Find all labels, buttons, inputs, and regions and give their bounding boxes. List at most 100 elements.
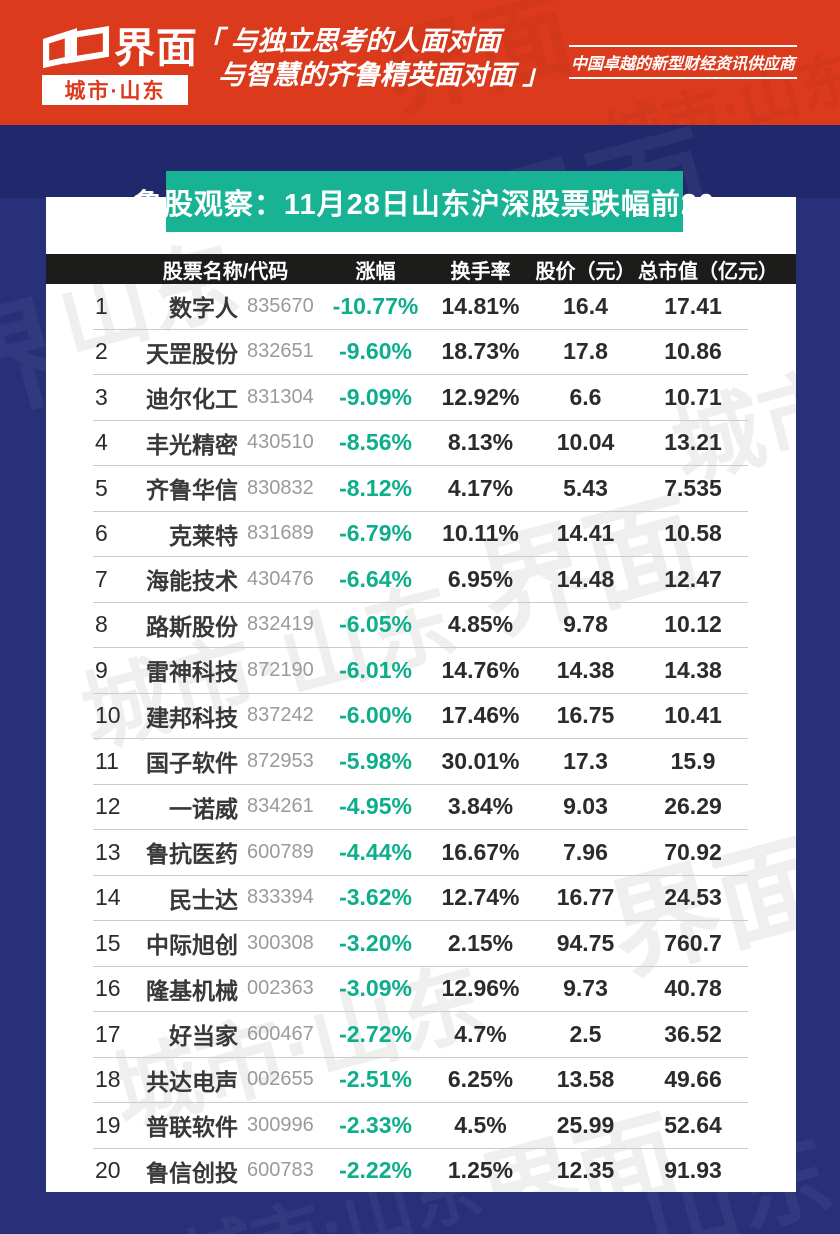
cell-change: -9.09%: [339, 383, 412, 410]
cell-code: 832651: [247, 340, 314, 363]
cell-code: 835670: [247, 294, 314, 317]
cell-rank: 13: [95, 838, 121, 865]
cell-change: -4.44%: [339, 838, 412, 865]
cell-mcap: 13.21: [664, 429, 722, 456]
table-row: 20 鲁信创投 600783 -2.22% 1.25% 12.35 91.93: [93, 1149, 748, 1193]
table-row: 8 路斯股份 832419 -6.05% 4.85% 9.78 10.12: [93, 603, 748, 648]
company-slogan: 中国卓越的新型财经资讯供应商: [568, 45, 797, 79]
cell-price: 9.03: [563, 793, 608, 820]
table-row: 9 雷神科技 872190 -6.01% 14.76% 14.38 14.38: [93, 648, 748, 694]
table-row: 15 中际旭创 300308 -3.20% 2.15% 94.75 760.7: [93, 921, 748, 967]
table-row: 3 迪尔化工 831304 -9.09% 12.92% 6.6 10.71: [93, 375, 748, 421]
table-row: 16 隆基机械 002363 -3.09% 12.96% 9.73 40.78: [93, 967, 748, 1012]
cell-mcap: 49.66: [664, 1066, 722, 1093]
col-header-price: 股价（元）: [535, 260, 636, 283]
cell-mcap: 40.78: [664, 975, 722, 1002]
cell-name: 路斯股份: [146, 613, 238, 640]
cell-turnover: 3.84%: [447, 793, 514, 820]
cell-code: 600467: [247, 1022, 314, 1045]
cell-mcap: 14.38: [664, 656, 722, 683]
cell-change: -4.95%: [339, 793, 412, 820]
table-row: 4 丰光精密 430510 -8.56% 8.13% 10.04 13.21: [93, 421, 748, 466]
cell-mcap: 91.93: [664, 1157, 722, 1184]
cell-rank: 9: [95, 656, 108, 683]
cell-code: 430510: [247, 431, 314, 454]
cell-price: 13.58: [556, 1066, 615, 1093]
cell-price: 6.6: [569, 383, 602, 410]
cell-price: 16.77: [556, 884, 615, 911]
cell-code: 300308: [247, 931, 314, 954]
cell-rank: 17: [95, 1020, 121, 1047]
cell-price: 94.75: [556, 929, 615, 956]
table-row: 17 好当家 600467 -2.72% 4.7% 2.5 36.52: [93, 1012, 748, 1058]
cell-rank: 6: [95, 520, 108, 547]
cell-rank: 8: [95, 611, 108, 638]
cell-price: 17.3: [563, 747, 608, 774]
cell-price: 14.38: [556, 656, 615, 683]
cell-change: -6.01%: [339, 656, 412, 683]
cell-mcap: 10.12: [664, 611, 722, 638]
cell-name: 民士达: [169, 886, 238, 913]
cell-change: -9.60%: [339, 338, 412, 365]
cell-change: -3.09%: [339, 975, 412, 1002]
jiemian-logo: 界面: [42, 26, 198, 70]
table-row: 14 民士达 833394 -3.62% 12.74% 16.77 24.53: [93, 876, 748, 921]
cell-price: 9.73: [563, 975, 608, 1002]
cell-name: 数字人: [169, 295, 238, 322]
cell-change: -2.72%: [339, 1020, 412, 1047]
cell-turnover: 12.96%: [441, 975, 520, 1002]
col-header-name-code: 股票名称/代码: [162, 260, 289, 283]
brand-header: 界面 城市·山东 界面 城市·山东 「 与独立思考的人面对面 与智慧的齐鲁精英面…: [0, 0, 840, 125]
cell-code: 831304: [247, 385, 314, 408]
cell-name: 丰光精密: [146, 431, 238, 458]
brand-name: 界面: [114, 25, 198, 71]
table-row: 5 齐鲁华信 830832 -8.12% 4.17% 5.43 7.535: [93, 466, 748, 512]
cell-price: 16.4: [563, 292, 608, 319]
cell-rank: 2: [95, 338, 108, 365]
cell-change: -5.98%: [339, 747, 412, 774]
tagline-line2: 与智慧的齐鲁精英面对面 」: [218, 60, 550, 90]
cell-turnover: 12.74%: [441, 884, 520, 911]
cell-mcap: 10.41: [664, 702, 722, 729]
table-row: 18 共达电声 002655 -2.51% 6.25% 13.58 49.66: [93, 1058, 748, 1103]
cell-mcap: 10.86: [664, 338, 722, 365]
cell-change: -6.05%: [339, 611, 412, 638]
cell-turnover: 4.5%: [454, 1111, 507, 1138]
cell-turnover: 4.7%: [454, 1020, 507, 1047]
cell-turnover: 16.67%: [441, 838, 520, 865]
cell-change: -2.33%: [339, 1111, 412, 1138]
cell-price: 25.99: [556, 1111, 615, 1138]
table-row: 19 普联软件 300996 -2.33% 4.5% 25.99 52.64: [93, 1103, 748, 1149]
cell-mcap: 12.47: [664, 565, 722, 592]
cell-code: 832419: [247, 613, 314, 636]
table-body: 1 数字人 835670 -10.77% 14.81% 16.4 17.41 2 天罡股份 832…: [46, 284, 796, 1192]
table-header: 股票名称/代码 涨幅 换手率 股价（元） 总市值（亿元）: [46, 254, 796, 284]
col-header-mcap: 总市值（亿元）: [638, 260, 778, 283]
cell-change: -6.64%: [339, 565, 412, 592]
cell-code: 600789: [247, 840, 314, 863]
cell-code: 872190: [247, 658, 314, 681]
cell-name: 一诺威: [169, 795, 238, 822]
cell-name: 天罡股份: [146, 340, 238, 367]
cell-code: 430476: [247, 567, 314, 590]
cell-turnover: 4.85%: [447, 611, 514, 638]
cell-change: -8.56%: [339, 429, 412, 456]
cell-change: -3.20%: [339, 929, 412, 956]
table-row: 11 国子软件 872953 -5.98% 30.01% 17.3 15.9: [93, 739, 748, 785]
cell-rank: 1: [95, 292, 108, 319]
brand-sub-badge: 城市·山东: [42, 75, 188, 105]
cell-price: 14.41: [556, 520, 615, 547]
cell-price: 17.8: [563, 338, 608, 365]
cell-code: 002655: [247, 1068, 314, 1091]
cell-name: 中际旭创: [146, 932, 238, 959]
cell-change: -3.62%: [339, 884, 412, 911]
table-row: 12 一诺威 834261 -4.95% 3.84% 9.03 26.29: [93, 785, 748, 830]
cell-name: 好当家: [169, 1023, 238, 1050]
cell-price: 5.43: [563, 474, 608, 501]
table-row: 1 数字人 835670 -10.77% 14.81% 16.4 17.41: [93, 284, 748, 330]
cell-code: 300996: [247, 1113, 314, 1136]
col-header-change: 涨幅: [355, 260, 396, 283]
cell-code: 837242: [247, 704, 314, 727]
cell-rank: 5: [95, 474, 108, 501]
cell-change: -10.77%: [332, 292, 419, 319]
